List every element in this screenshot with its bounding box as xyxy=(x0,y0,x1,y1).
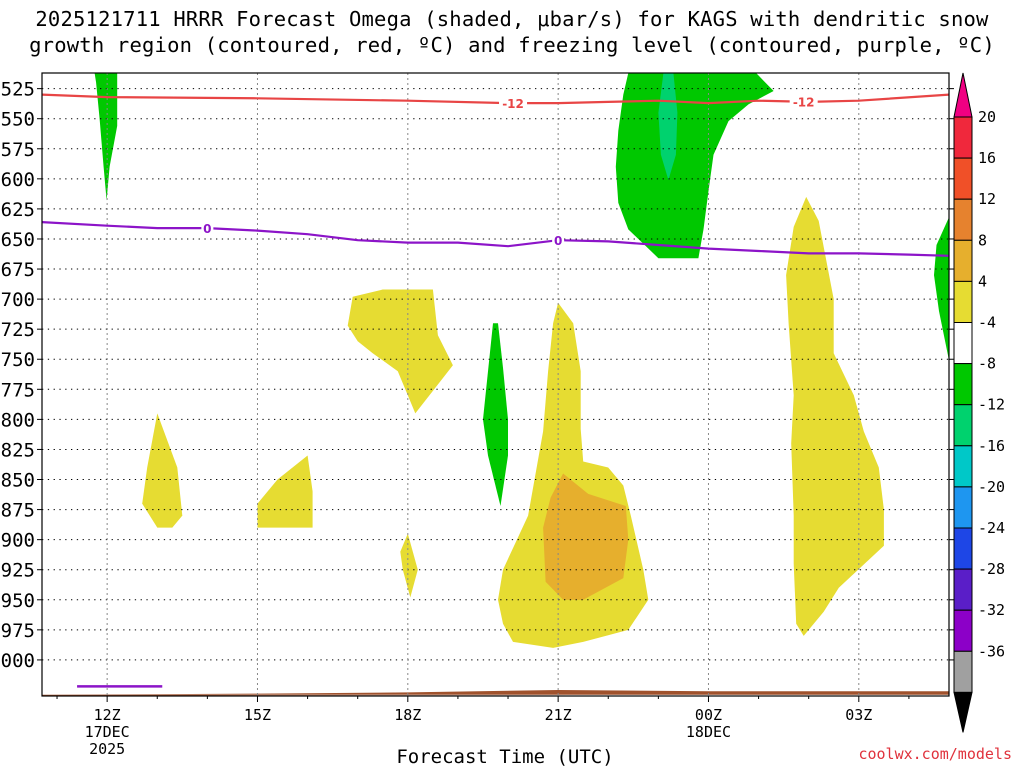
x-axis-label: Forecast Time (UTC) xyxy=(396,746,614,768)
y-tick-label: 850 xyxy=(1,470,35,492)
plot-frame xyxy=(41,72,950,697)
x-tick-label: 18Z xyxy=(394,706,421,724)
y-tick-label: 550 xyxy=(1,109,35,131)
ground-layer xyxy=(42,685,949,696)
colorbar-band xyxy=(953,280,973,323)
rising-motion-region xyxy=(347,289,453,414)
colorbar-label: -36 xyxy=(978,642,1005,660)
title-line-1: 2025121711 HRRR Forecast Omega (shaded, … xyxy=(35,7,989,31)
colorbar-band xyxy=(953,527,973,570)
y-tick-label: 625 xyxy=(1,199,35,221)
colorbar-band xyxy=(953,609,973,652)
colorbar-band xyxy=(953,486,973,529)
rising-motion-region xyxy=(142,413,183,528)
rising-motion-region xyxy=(400,533,418,598)
y-tick-label: 800 xyxy=(1,409,35,431)
x-tick-date-label: 17DEC xyxy=(85,723,130,741)
omega-shaded-regions xyxy=(94,73,949,648)
y-tick-label: 750 xyxy=(1,349,35,371)
y-tick-label: 725 xyxy=(1,319,35,341)
dendritic-growth-contour-label-bg xyxy=(789,94,818,109)
colorbar-label: -28 xyxy=(978,560,1005,578)
y-tick-label: 900 xyxy=(1,530,35,552)
colorbar-label: 12 xyxy=(978,190,996,208)
dendritic-growth-contour-label: -12 xyxy=(793,96,815,110)
dendritic-growth-contour-label-bg xyxy=(499,96,528,111)
colorbar-label: 4 xyxy=(978,272,987,290)
colorbar-top-arrow xyxy=(953,72,973,118)
sinking-motion-region xyxy=(934,217,949,361)
freezing-level-contour-label-bg xyxy=(201,221,214,236)
y-tick-label: 675 xyxy=(1,259,35,281)
x-tick-date-label: 18DEC xyxy=(686,723,731,741)
y-tick-label: 600 xyxy=(1,169,35,191)
y-tick-label: 875 xyxy=(1,500,35,522)
colorbar-band xyxy=(953,157,973,200)
ground-fill xyxy=(42,690,949,696)
colorbar-label: -32 xyxy=(978,601,1005,619)
colorbar-band xyxy=(953,445,973,488)
rising-motion-region xyxy=(786,196,884,636)
sinking-motion-region xyxy=(483,323,508,506)
freezing-level-contour-label: 0 xyxy=(203,222,211,236)
colorbar-label: -20 xyxy=(978,478,1005,496)
colorbar-band xyxy=(953,239,973,282)
x-tick-label: 21Z xyxy=(545,706,572,724)
sinking-motion-region xyxy=(658,73,678,180)
grid-lines xyxy=(42,73,949,696)
y-tick-label: 700 xyxy=(1,289,35,311)
colorbar-band xyxy=(953,568,973,611)
y-tick-label: 575 xyxy=(1,139,35,161)
y-tick-label: 925 xyxy=(1,560,35,582)
watermark: coolwx.com/models xyxy=(858,745,1012,763)
colorbar-label: -8 xyxy=(978,355,996,373)
sinking-motion-region xyxy=(94,73,118,201)
colorbar-band xyxy=(953,363,973,406)
x-tick-label: 03Z xyxy=(845,706,872,724)
chart-title: 2025121711 HRRR Forecast Omega (shaded, … xyxy=(0,6,1024,58)
colorbar-label: -16 xyxy=(978,437,1005,455)
y-tick-label: 775 xyxy=(1,379,35,401)
colorbar-band xyxy=(953,116,973,159)
title-line-2: growth region (contoured, red, ºC) and f… xyxy=(29,33,995,57)
y-axis: 525 550 575 600 625 650 675 700 725 750 775 800 825 8… xyxy=(0,79,954,672)
colorbar-bottom-arrow xyxy=(953,691,973,733)
colorbar-label: -24 xyxy=(978,519,1005,537)
x-tick-label: 00Z xyxy=(695,706,722,724)
freezing-level-contour-label-bg xyxy=(552,233,565,248)
y-tick-label: 650 xyxy=(1,229,35,251)
y-tick-label: 525 xyxy=(1,79,35,101)
colorbar-label: 16 xyxy=(978,149,996,167)
rising-motion-region xyxy=(543,473,629,600)
y-tick-label: 975 xyxy=(1,620,35,642)
temperature-contours: -12 -12 0 0 xyxy=(42,93,949,257)
colorbar-band xyxy=(953,198,973,241)
colorbar-label: -4 xyxy=(978,314,996,332)
colorbar-band xyxy=(953,404,973,447)
colorbar-band xyxy=(953,322,973,365)
y-tick-label: 1000 xyxy=(0,650,35,672)
y-tick-label: 825 xyxy=(1,439,35,461)
colorbar-label: -12 xyxy=(978,396,1005,414)
freezing-level-contour-label: 0 xyxy=(554,234,562,248)
sinking-motion-region xyxy=(615,73,774,259)
colorbar-label: 8 xyxy=(978,231,987,249)
colorbar-band xyxy=(953,650,973,693)
x-tick-label: 12Z xyxy=(94,706,121,724)
dendritic-growth-contour-label: -12 xyxy=(502,97,524,111)
rising-motion-region xyxy=(257,455,313,528)
x-tick-year-label: 2025 xyxy=(89,740,125,758)
colorbar-legend: 20 16 12 8 4 -4 -8 -12 -16 -20 -24 -28 -32 -36 xyxy=(953,72,1005,733)
colorbar-label: 20 xyxy=(978,108,996,126)
x-tick-label: 15Z xyxy=(244,706,271,724)
y-tick-label: 950 xyxy=(1,590,35,612)
